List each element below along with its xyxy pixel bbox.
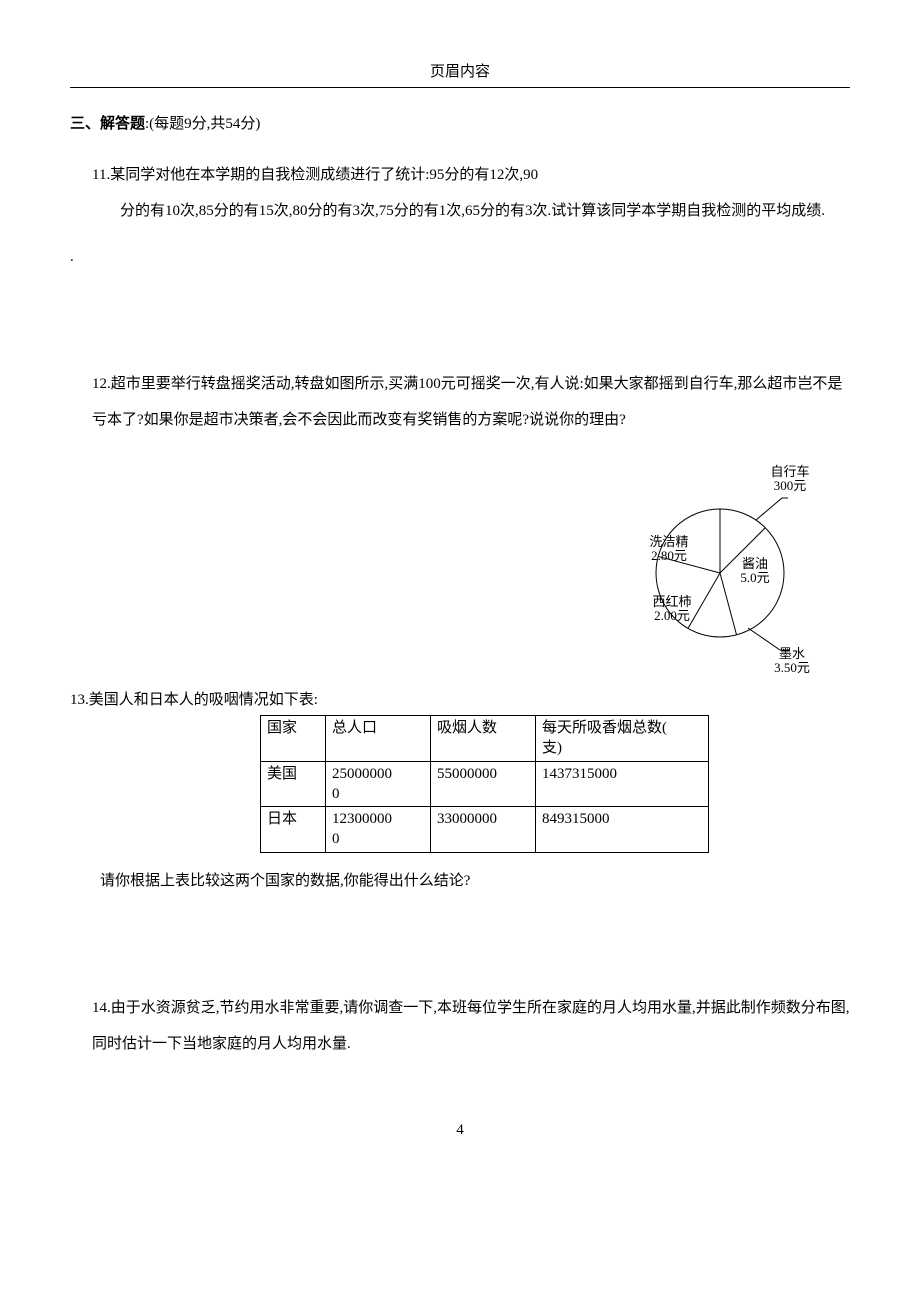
table-cell: 849315000: [536, 807, 709, 853]
question-12: 12.超市里要举行转盘摇奖活动,转盘如图所示,买满100元可摇奖一次,有人说:如…: [92, 366, 850, 438]
header-rule: [70, 87, 850, 88]
question-13-lead: 13.美国人和日本人的吸咽情况如下表:: [70, 688, 850, 709]
table-cell: 55000000: [431, 761, 536, 807]
section-heading: 三、解答题:(每题9分,共54分): [70, 112, 850, 133]
question-14: 14.由于水资源贫乏,节约用水非常重要,请你调查一下,本班每位学生所在家庭的月人…: [92, 990, 850, 1062]
q11-number: 11.: [92, 167, 110, 183]
table-cell: 250000000: [326, 761, 431, 807]
q14-text: 由于水资源贫乏,节约用水非常重要,请你调查一下,本班每位学生所在家庭的月人均用水…: [92, 1000, 850, 1052]
pie-chart-wrap: 自行车300元酱油5.0元墨水3.50元 西红柿2.00元 洗洁精2.80元: [70, 458, 850, 678]
page-number: 4: [70, 1122, 850, 1139]
table-header-cell: 吸烟人数: [431, 716, 536, 762]
table-cell: 123000000: [326, 807, 431, 853]
q12-text: 超市里要举行转盘摇奖活动,转盘如图所示,买满100元可摇奖一次,有人说:如果大家…: [92, 376, 842, 428]
q13-number: 13.: [70, 692, 89, 708]
svg-text:酱油: 酱油: [742, 556, 768, 571]
table-header-cell: 总人口: [326, 716, 431, 762]
stray-dot: .: [70, 249, 850, 266]
q13-followup: 请你根据上表比较这两个国家的数据,你能得出什么结论?: [100, 869, 850, 890]
q14-number: 14.: [92, 1000, 111, 1016]
page-header-title: 页眉内容: [70, 60, 850, 81]
svg-text:自行车: 自行车: [770, 464, 809, 479]
table-cell: 美国: [261, 761, 326, 807]
table-cell: 1437315000: [536, 761, 709, 807]
svg-text:西红柿: 西红柿: [652, 594, 691, 609]
q11-line2: 分的有10次,85分的有15次,80分的有3次,75分的有1次,65分的有3次.…: [92, 193, 850, 229]
svg-text:300元: 300元: [774, 478, 807, 493]
table-cell: 33000000: [431, 807, 536, 853]
table-header-cell: 每天所吸香烟总数(支): [536, 716, 709, 762]
question-11: 11.某同学对他在本学期的自我检测成绩进行了统计:95分的有12次,90 分的有…: [92, 157, 850, 229]
q11-line1: 某同学对他在本学期的自我检测成绩进行了统计:95分的有12次,90: [110, 167, 538, 183]
table-cell: 日本: [261, 807, 326, 853]
svg-text:3.50元: 3.50元: [774, 660, 810, 675]
svg-text:2.80元: 2.80元: [651, 548, 687, 563]
q13-lead-text: 美国人和日本人的吸咽情况如下表:: [89, 692, 318, 708]
svg-text:2.00元: 2.00元: [654, 608, 690, 623]
smoking-table: 国家总人口吸烟人数每天所吸香烟总数(支) 美国250000000550000001…: [260, 715, 709, 853]
svg-text:墨水: 墨水: [779, 646, 805, 661]
table-header-cell: 国家: [261, 716, 326, 762]
svg-text:洗洁精: 洗洁精: [649, 534, 688, 549]
section-points: :(每题9分,共54分): [145, 116, 260, 132]
section-heading-text: 三、解答题: [70, 116, 145, 132]
q12-number: 12.: [92, 376, 111, 392]
svg-text:5.0元: 5.0元: [740, 570, 769, 585]
prize-pie-chart: 自行车300元酱油5.0元墨水3.50元 西红柿2.00元 洗洁精2.80元: [610, 458, 840, 678]
